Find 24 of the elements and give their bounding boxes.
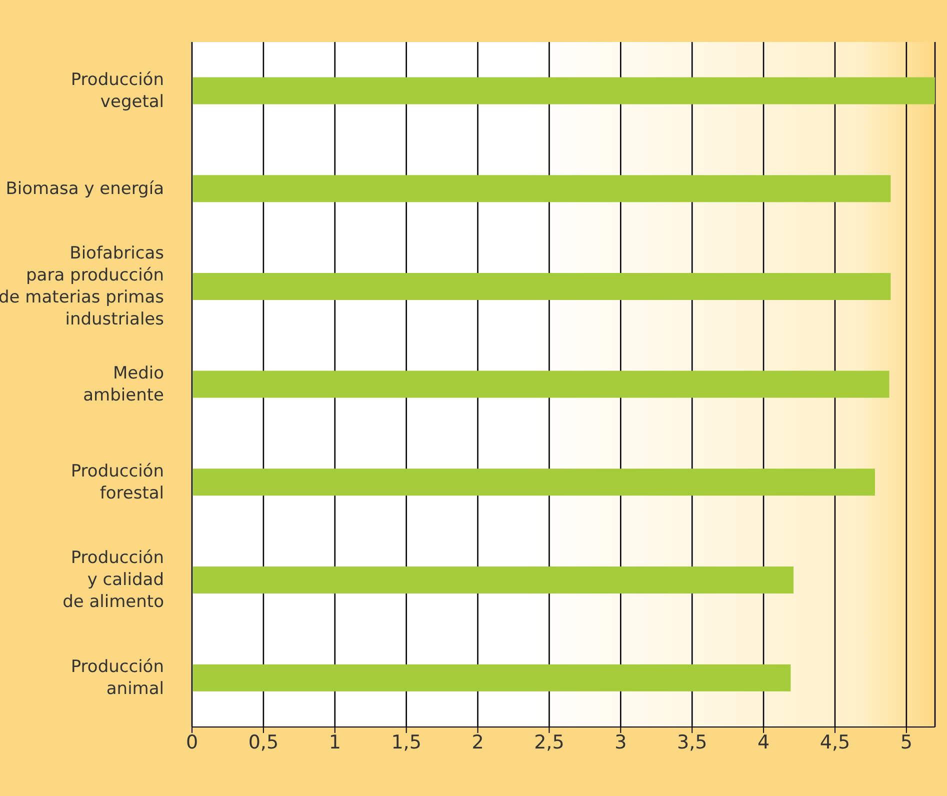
x-tick-label: 0 <box>186 731 198 754</box>
x-tick-label: 4 <box>757 731 770 754</box>
y-tick-label: Producción forestal <box>70 461 164 504</box>
x-tick-label: 0,5 <box>248 731 279 754</box>
y-tick-label: Biomasa y energía <box>6 178 164 198</box>
bar <box>192 272 891 300</box>
bar <box>192 664 791 692</box>
x-tick-label: 1,5 <box>391 731 422 754</box>
bar <box>192 175 891 202</box>
x-tick-label: 1 <box>328 731 341 754</box>
x-tick-label: 2 <box>472 731 484 754</box>
x-tick-label: 3 <box>614 731 627 754</box>
x-tick-label: 2,5 <box>534 731 564 754</box>
x-tick-label: 4,5 <box>820 731 850 754</box>
y-tick-label: Producción vegetal <box>70 70 164 112</box>
x-tick-label: 3,5 <box>676 731 708 754</box>
y-tick-label: Producción y calidad de alimento <box>62 548 164 612</box>
bar <box>192 468 875 496</box>
x-tick-label: 5 <box>900 731 912 754</box>
bar <box>192 370 890 398</box>
y-tick-label: Medio ambiente <box>83 363 164 406</box>
bar <box>192 566 794 594</box>
bar <box>192 77 935 104</box>
y-tick-label: Producción animal <box>70 656 164 699</box>
